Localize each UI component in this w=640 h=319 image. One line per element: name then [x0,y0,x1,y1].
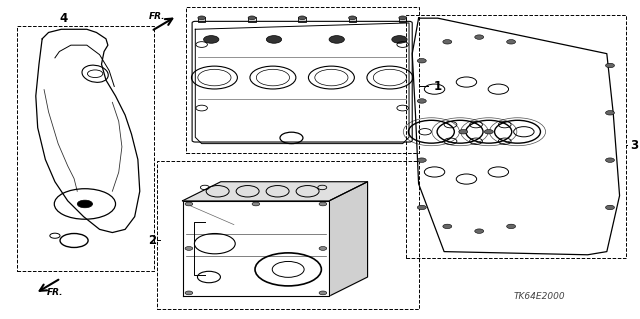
Circle shape [605,63,614,68]
Circle shape [319,291,327,295]
Circle shape [266,36,282,43]
Circle shape [77,200,93,208]
Bar [186,7,419,153]
Circle shape [185,291,193,295]
Circle shape [319,202,327,206]
Text: TK64E2000: TK64E2000 [514,292,566,301]
Text: 4: 4 [59,12,67,25]
Circle shape [605,158,614,162]
Bar [298,17,306,22]
Circle shape [392,36,407,43]
Circle shape [349,16,356,20]
Circle shape [605,205,614,210]
Circle shape [329,36,344,43]
Circle shape [399,16,406,20]
Circle shape [248,16,256,20]
Circle shape [475,35,484,39]
Circle shape [475,229,484,233]
Polygon shape [182,182,367,201]
Text: 3: 3 [630,139,638,152]
Circle shape [507,40,516,44]
Text: 1: 1 [434,80,442,93]
Text: FR.: FR. [149,12,165,21]
Bar [349,17,356,22]
Circle shape [459,130,468,134]
Bar [406,15,626,258]
Circle shape [198,16,205,20]
Bar [399,17,406,22]
Circle shape [605,111,614,115]
Circle shape [298,16,306,20]
Circle shape [443,224,452,229]
Circle shape [417,99,426,103]
Circle shape [417,58,426,63]
Bar [17,26,154,271]
Text: 2: 2 [148,234,156,247]
Text: FR.: FR. [47,288,63,297]
Circle shape [319,247,327,250]
Bar [248,17,256,22]
Circle shape [507,224,516,229]
Bar [157,161,419,309]
Polygon shape [182,201,329,296]
Circle shape [417,205,426,210]
Circle shape [484,130,493,134]
Circle shape [185,202,193,206]
Circle shape [185,247,193,250]
Bar [198,17,205,22]
Circle shape [204,36,219,43]
Circle shape [443,40,452,44]
Circle shape [252,202,260,206]
Polygon shape [329,182,367,296]
Circle shape [417,158,426,162]
